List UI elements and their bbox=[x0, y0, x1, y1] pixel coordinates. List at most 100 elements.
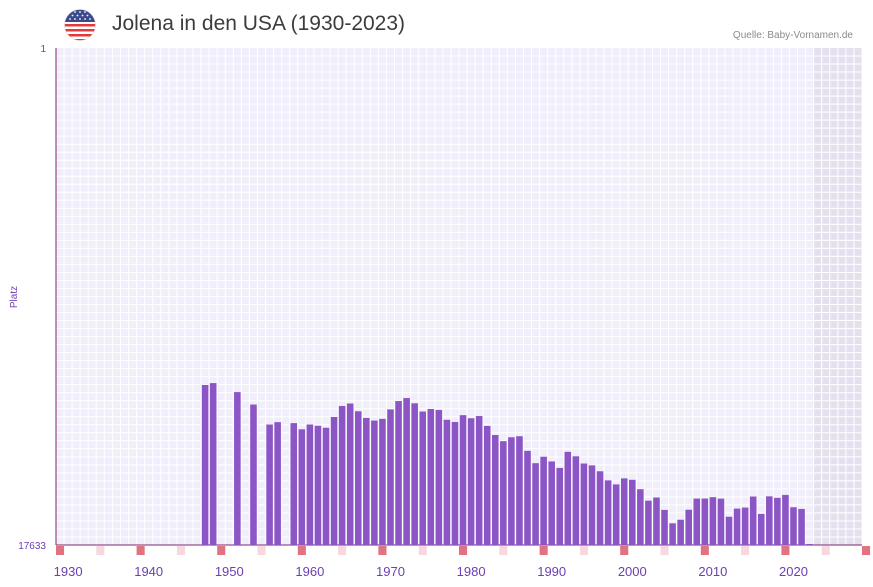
bar-2020 bbox=[790, 507, 797, 545]
bar-1970 bbox=[387, 409, 394, 545]
bar-2021 bbox=[798, 508, 805, 545]
bar-2003 bbox=[653, 497, 660, 545]
half-decade-marker-1944 bbox=[176, 546, 185, 555]
bar-1958 bbox=[290, 423, 298, 545]
decade-marker-2019 bbox=[781, 546, 790, 555]
bar-2022 bbox=[806, 544, 813, 545]
half-decade-marker-1964 bbox=[338, 546, 347, 555]
bar-1986 bbox=[516, 436, 523, 545]
bar-1967 bbox=[363, 417, 370, 545]
bar-1969 bbox=[379, 418, 386, 545]
bar-2010 bbox=[709, 497, 717, 545]
bar-2019 bbox=[782, 494, 789, 545]
decade-marker-1969 bbox=[378, 546, 387, 555]
x-tick-label-1970: 1970 bbox=[376, 564, 405, 579]
half-decade-marker-1974 bbox=[418, 546, 427, 555]
bar-2014 bbox=[741, 507, 749, 545]
bar-1976 bbox=[435, 409, 443, 545]
bar-1982 bbox=[483, 425, 491, 545]
bar-1975 bbox=[427, 408, 435, 545]
bar-1971 bbox=[395, 401, 402, 545]
bar-1962 bbox=[322, 427, 330, 545]
bar-1981 bbox=[475, 416, 483, 545]
bar-1972 bbox=[403, 398, 410, 545]
bar-1965 bbox=[346, 403, 354, 545]
bar-1990 bbox=[548, 461, 555, 545]
decade-marker-1959 bbox=[297, 546, 306, 555]
half-decade-marker-1954 bbox=[257, 546, 266, 555]
source-label: Quelle: Baby-Vornamen.de bbox=[732, 30, 853, 41]
bar-1973 bbox=[411, 403, 418, 545]
grid-lines bbox=[55, 48, 863, 545]
bar-1977 bbox=[443, 419, 451, 545]
bar-2012 bbox=[725, 516, 733, 545]
half-decade-marker-2004 bbox=[660, 546, 669, 555]
bar-1948 bbox=[209, 383, 217, 545]
decade-marker-1999 bbox=[620, 546, 629, 555]
bar-2009 bbox=[701, 498, 709, 545]
bar-2017 bbox=[766, 496, 773, 545]
bar-2004 bbox=[661, 509, 668, 545]
bar-1979 bbox=[459, 415, 467, 545]
half-decade-marker-2014 bbox=[741, 546, 750, 555]
decade-marker-1949 bbox=[217, 546, 226, 555]
bar-1989 bbox=[540, 456, 547, 545]
bar-1996 bbox=[596, 471, 604, 545]
half-decade-marker-1934 bbox=[96, 546, 105, 555]
bar-2000 bbox=[629, 479, 636, 545]
bar-1993 bbox=[572, 456, 580, 545]
bar-1959 bbox=[298, 429, 306, 545]
x-tick-label-1960: 1960 bbox=[295, 564, 324, 579]
bar-2007 bbox=[685, 509, 692, 545]
bar-1947 bbox=[201, 384, 209, 545]
bar-2001 bbox=[637, 489, 644, 545]
x-tick-label-1930: 1930 bbox=[54, 564, 83, 579]
bar-2008 bbox=[693, 498, 701, 545]
bar-1956 bbox=[274, 422, 281, 545]
bar-1984 bbox=[500, 441, 507, 545]
bar-1955 bbox=[266, 424, 273, 545]
bar-1968 bbox=[371, 420, 378, 545]
bar-1988 bbox=[532, 463, 539, 545]
x-tick-label-1940: 1940 bbox=[134, 564, 163, 579]
bar-1961 bbox=[314, 425, 322, 545]
bar-2002 bbox=[645, 500, 652, 545]
x-tick-label-2020: 2020 bbox=[779, 564, 808, 579]
x-tick-label-1990: 1990 bbox=[537, 564, 566, 579]
bar-1987 bbox=[524, 450, 531, 545]
decade-marker-1939 bbox=[136, 546, 145, 555]
decade-marker-1929 bbox=[56, 546, 65, 555]
x-tick-label-1950: 1950 bbox=[215, 564, 244, 579]
bar-1951 bbox=[234, 392, 241, 545]
x-tick-label-1980: 1980 bbox=[457, 564, 486, 579]
x-tick-label-2010: 2010 bbox=[698, 564, 727, 579]
bar-2018 bbox=[774, 497, 781, 545]
half-decade-marker-2024 bbox=[821, 546, 830, 555]
y-axis-label: Platz bbox=[9, 286, 20, 308]
bar-1999 bbox=[620, 478, 628, 545]
chart-header: Jolena in den USA (1930-2023) Quelle: Ba… bbox=[0, 0, 873, 48]
bar-1992 bbox=[564, 451, 572, 545]
us-flag-icon bbox=[64, 9, 96, 41]
bar-2006 bbox=[677, 519, 684, 545]
decade-marker-1989 bbox=[539, 546, 548, 555]
bar-1991 bbox=[556, 467, 564, 545]
bar-1974 bbox=[419, 411, 427, 545]
decade-marker-1979 bbox=[459, 546, 468, 555]
bar-1966 bbox=[354, 411, 362, 545]
bar-1998 bbox=[612, 484, 620, 545]
bar-2016 bbox=[757, 513, 765, 545]
x-tick-label-2000: 2000 bbox=[618, 564, 647, 579]
bar-2015 bbox=[749, 496, 757, 545]
bar-1985 bbox=[508, 437, 515, 545]
half-decade-marker-1984 bbox=[499, 546, 508, 555]
half-decade-marker-1994 bbox=[579, 546, 588, 555]
bar-2005 bbox=[669, 523, 676, 545]
bar-1964 bbox=[338, 406, 346, 545]
decade-marker-2009 bbox=[700, 546, 709, 555]
bar-1978 bbox=[451, 421, 459, 545]
chart-title: Jolena in den USA (1930-2023) bbox=[112, 12, 406, 35]
bar-1995 bbox=[588, 465, 596, 545]
decade-marker-2029 bbox=[862, 546, 871, 555]
